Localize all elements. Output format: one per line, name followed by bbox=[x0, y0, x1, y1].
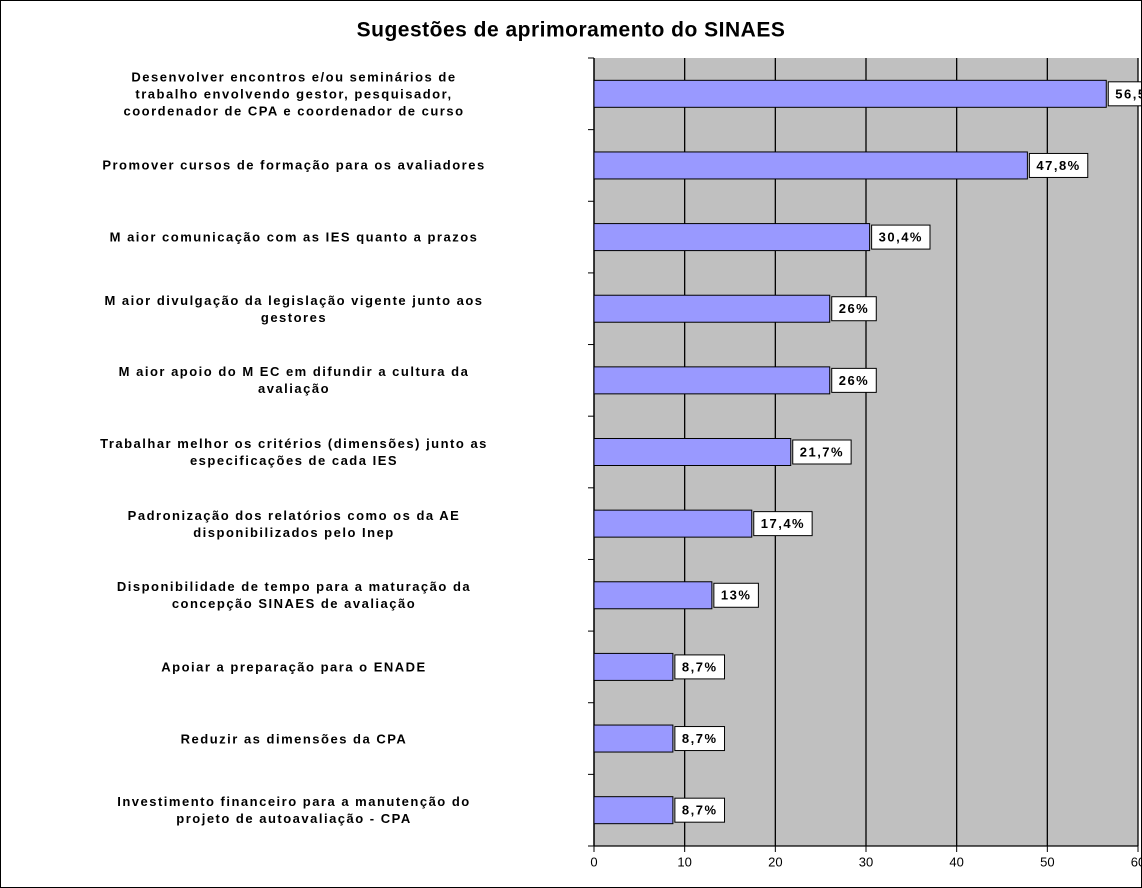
bar bbox=[593, 151, 1028, 180]
value-label: 26% bbox=[839, 301, 870, 316]
value-label-box bbox=[674, 797, 726, 823]
value-label: 47,8% bbox=[1036, 158, 1080, 173]
x-tick-label: 10 bbox=[677, 854, 691, 869]
bar bbox=[593, 652, 674, 681]
y-tick-label: M aior comunicação com as IES quanto a p… bbox=[109, 229, 479, 245]
value-label-box bbox=[1028, 152, 1089, 178]
bar bbox=[593, 796, 674, 825]
y-tick-label: Apoiar a preparação para o ENADE bbox=[161, 659, 427, 675]
value-label-box bbox=[831, 296, 877, 322]
value-label: 13% bbox=[721, 588, 752, 603]
value-label-box bbox=[674, 654, 726, 680]
bar bbox=[593, 509, 753, 538]
value-label-box bbox=[753, 511, 813, 537]
value-label: 17,4% bbox=[761, 516, 805, 531]
value-label-box bbox=[1107, 81, 1141, 107]
value-label-box bbox=[713, 582, 759, 608]
y-tick-label: Trabalhar melhor os critérios (dimensões… bbox=[100, 436, 488, 468]
x-tick-label: 20 bbox=[768, 854, 782, 869]
y-tick-label: Padronização dos relatórios como os da A… bbox=[127, 507, 461, 540]
bar bbox=[593, 581, 713, 610]
y-tick-label: Disponibilidade de tempo para a maturaçã… bbox=[116, 579, 472, 612]
x-tick-label: 50 bbox=[1040, 854, 1054, 869]
value-label: 56,5% bbox=[1115, 86, 1141, 101]
bar bbox=[593, 366, 831, 395]
y-tick-label: M aior apoio do M EC em difundir a cultu… bbox=[118, 364, 470, 397]
x-tick-label: 30 bbox=[859, 854, 873, 869]
x-tick-label: 40 bbox=[949, 854, 963, 869]
y-tick-label: Promover cursos de formação para os aval… bbox=[102, 157, 486, 173]
bar bbox=[593, 724, 674, 753]
value-label: 8,7% bbox=[682, 803, 718, 818]
value-label-box bbox=[792, 439, 852, 465]
y-tick-label: Reduzir as dimensões da CPA bbox=[180, 731, 408, 747]
value-label: 8,7% bbox=[682, 659, 718, 674]
value-label: 21,7% bbox=[800, 444, 844, 459]
x-tick-label: 0 bbox=[590, 854, 597, 869]
value-label-box bbox=[871, 224, 931, 250]
value-label-box bbox=[831, 367, 877, 393]
bar bbox=[593, 294, 831, 323]
chart-title: Sugestões de aprimoramento do SINAES bbox=[357, 19, 786, 42]
value-label-box bbox=[674, 726, 726, 752]
y-tick-label: Desenvolver encontros e/ou seminários de… bbox=[123, 69, 465, 119]
bar bbox=[593, 79, 1107, 108]
bar bbox=[593, 438, 792, 466]
value-label: 26% bbox=[839, 373, 870, 388]
bar bbox=[593, 223, 871, 252]
x-tick-label: 60 bbox=[1131, 854, 1141, 869]
y-tick-label: M aior divulgação da legislação vigente … bbox=[104, 292, 484, 325]
value-label: 8,7% bbox=[682, 731, 718, 746]
value-label: 30,4% bbox=[879, 230, 923, 245]
y-tick-label: Investimento financeiro para a manutençã… bbox=[117, 794, 471, 827]
